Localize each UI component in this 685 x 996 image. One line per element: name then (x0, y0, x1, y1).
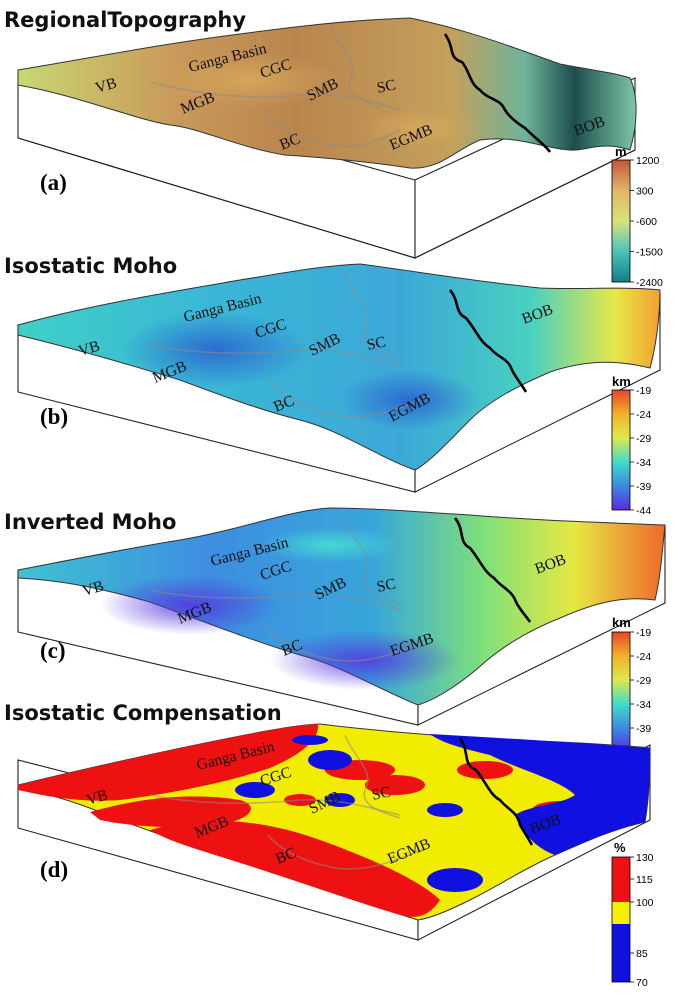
panel-a-boundary-1 (149, 81, 401, 111)
panel-c-boundary-2 (264, 624, 426, 662)
panel-d-label-bc: BC (273, 844, 299, 868)
panel-d-blue-zone-7 (292, 735, 328, 745)
panel-d-boundary-2 (267, 834, 426, 870)
panel-d-coastline (458, 737, 534, 846)
panel-a-title: RegionalTopography (4, 8, 246, 32)
colorbar-tick-label: -24 (636, 651, 651, 663)
panel-b-letter: (b) (40, 404, 68, 429)
colorbar-tick-label: 85 (636, 948, 648, 960)
colorbar-tick-label: 1200 (636, 155, 660, 167)
colorbar-tick-label: -29 (636, 433, 651, 445)
panel-c-boundary-3 (344, 519, 401, 605)
panel-c-surface (17, 507, 666, 706)
panel-b-title: Isostatic Moho (4, 254, 177, 278)
colorbar-tick-label: -19 (636, 627, 651, 639)
panel-d-red-zone-3 (90, 796, 251, 828)
panel-d-red-zone-1 (18, 724, 319, 801)
panel-b-label-bc: BC (271, 392, 297, 416)
panel-c-colorbar-ticks: -19-24-29-34-39-44 (630, 627, 651, 759)
panel-a: RegionalTopography VB Ganga Basin CGC MG… (4, 8, 663, 289)
panel-d-colorbar-unit: % (614, 840, 626, 855)
panel-a-colorbar-ticks: 1200 300 -600 -1500 -2400 (630, 155, 663, 289)
colorbar-tick-label: -2400 (636, 277, 663, 289)
colorbar-tick-label: -19 (636, 385, 651, 397)
panel-d-letter: (d) (40, 857, 68, 882)
panel-b-label-vb: VB (76, 338, 101, 360)
panel-d-colorbar: % 130 115 100 85 70 (611, 840, 654, 989)
panel-b-colorbar-unit: km (612, 374, 631, 389)
panel-b-boundary-2 (269, 379, 431, 418)
colorbar-tick-label: -24 (636, 409, 651, 421)
panel-d-label-sc: SC (370, 783, 392, 804)
panel-c-colorbar-unit: km (612, 615, 631, 630)
colorbar-tick-label: -34 (636, 457, 651, 469)
panel-a-coastline (443, 33, 552, 153)
panel-d: Isostatic Compensation VB Ganga Basin CG… (4, 701, 654, 989)
panel-b-coastline (448, 289, 528, 393)
colorbar-tick-label: -39 (636, 723, 651, 735)
panel-d-blue-zone-6 (427, 868, 483, 892)
panel-c-label-vb: VB (80, 578, 105, 600)
panel-d-boundary-3 (344, 734, 401, 819)
colorbar-tick-label: -34 (636, 699, 651, 711)
colorbar-tick-label: -600 (636, 216, 657, 228)
panel-a-high-1 (160, 52, 340, 108)
colorbar-tick-label: -1500 (636, 247, 663, 259)
panel-b: Isostatic Moho VB Ganga Basin CGC MGB SM… (4, 254, 661, 517)
panel-a-high-2 (360, 108, 480, 148)
panel-c-letter: (c) (40, 638, 66, 663)
panel-d-red-zone-7 (457, 761, 513, 779)
panel-c-coastline (453, 517, 532, 623)
panel-d-blue-zone-2 (308, 750, 352, 770)
colorbar-tick-label: -39 (636, 481, 651, 493)
panel-c-label-bc: BC (279, 636, 305, 660)
colorbar-tick-label: 70 (636, 977, 648, 989)
panel-c: Inverted Moho VB Ganga Basin CGC MGB SMB… (4, 507, 666, 759)
colorbar-tick-label: -44 (636, 505, 651, 517)
panel-b-boundary-3 (344, 274, 401, 361)
panel-d-colorbar-frame (611, 856, 631, 983)
panel-c-deep-1 (100, 575, 280, 635)
panel-d-red-zone-2 (150, 820, 440, 917)
panel-d-colorbar-blue (612, 924, 630, 982)
panel-a-colorbar: m 1200 300 -600 -1500 -2400 (611, 144, 663, 289)
panel-a-letter: (a) (40, 170, 67, 195)
panel-d-colorbar-red (612, 857, 630, 902)
panel-c-label-sc: SC (375, 575, 397, 596)
panel-a-colorbar-unit: m (615, 144, 627, 159)
panel-d-blue-zone-1 (430, 734, 650, 855)
panel-b-colorbar-bar (611, 389, 631, 511)
panel-b-label-sc: SC (365, 333, 387, 354)
panel-d-boundary-1 (149, 794, 401, 816)
panel-c-boundary-1 (149, 589, 401, 611)
panel-a-label-sc: SC (375, 76, 397, 97)
colorbar-tick-label: 100 (636, 897, 654, 909)
colorbar-tick-label: 115 (636, 874, 653, 886)
panel-d-colorbar-yellow (612, 902, 630, 924)
panel-b-boundary-1 (149, 344, 401, 367)
panel-b-colorbar-ticks: -19 -24 -29 -34 -39 -44 (630, 385, 651, 517)
panel-d-red-zone-5 (365, 775, 425, 795)
panel-d-label-vb: VB (84, 787, 109, 809)
panel-c-title: Inverted Moho (4, 510, 176, 534)
panel-a-boundary-2 (264, 109, 401, 148)
panel-d-colorbar-ticks: 130 115 100 85 70 (630, 852, 654, 989)
panel-c-colorbar: km -19-24-29-34-39-44 (611, 615, 651, 759)
panel-a-colorbar-bar (611, 159, 631, 283)
panel-d-blue-zone-3 (235, 782, 275, 798)
colorbar-tick-label: -29 (636, 675, 651, 687)
panel-a-boundary-3 (329, 24, 381, 109)
panel-b-colorbar: km -19 -24 -29 -34 -39 -44 (611, 374, 651, 517)
colorbar-tick-label: 130 (636, 852, 654, 864)
panel-d-blue-zone-5 (427, 803, 463, 817)
panel-a-base-edge (17, 137, 636, 259)
panel-d-title: Isostatic Compensation (4, 701, 282, 725)
colorbar-tick-label: 300 (636, 186, 654, 198)
panel-c-colorbar-bar (611, 631, 631, 753)
panel-b-deep-1 (120, 312, 310, 388)
panel-a-label-vb: VB (93, 75, 118, 97)
panel-a-label-bc: BC (277, 130, 303, 154)
